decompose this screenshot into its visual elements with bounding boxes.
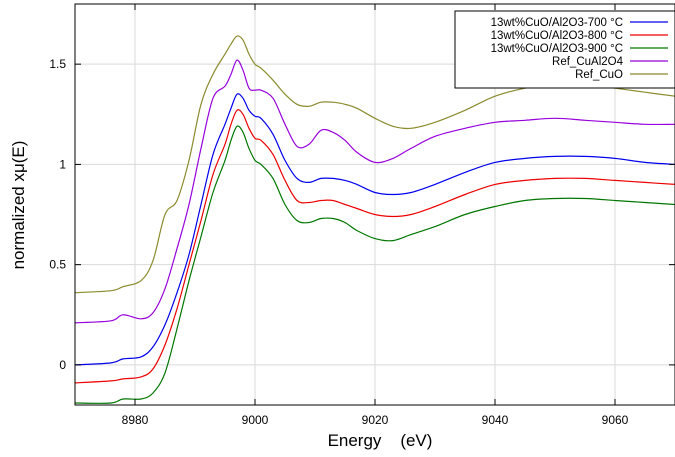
y-axis-title: normalized xμ(E) [9, 141, 28, 270]
x-tick-label: 9020 [362, 413, 389, 427]
legend-label: Ref_CuO [575, 69, 623, 81]
legend-label: Ref_CuAl2O4 [552, 56, 624, 68]
legend: 13wt%CuO/Al2O3-700 °C13wt%CuO/Al2O3-800 … [454, 10, 675, 89]
legend-label: 13wt%CuO/Al2O3-900 °C [491, 43, 623, 55]
series-layer [75, 35, 675, 404]
series-line-3 [75, 125, 675, 404]
series-line-5 [75, 35, 675, 294]
y-tick-label: 0 [59, 358, 66, 372]
x-axis-title: Energy (eV) [328, 431, 433, 450]
x-tick-label: 9060 [602, 413, 629, 427]
series-line-2 [75, 109, 675, 384]
legend-label: 13wt%CuO/Al2O3-700 °C [491, 17, 623, 29]
series-line-1 [75, 93, 675, 366]
series-line-4 [75, 59, 675, 324]
x-tick-label: 8980 [122, 413, 149, 427]
y-tick-label: 1.5 [49, 57, 66, 71]
x-tick-label: 9040 [482, 413, 509, 427]
y-tick-label: 0.5 [49, 258, 66, 272]
y-tick-label: 1 [59, 157, 66, 171]
x-tick-label: 9000 [242, 413, 269, 427]
ticks-layer: 8980 9000 9020 9040 9060 0 0.5 1 1.5 [49, 4, 675, 427]
legend-box [454, 10, 675, 89]
legend-label: 13wt%CuO/Al2O3-800 °C [491, 30, 623, 42]
